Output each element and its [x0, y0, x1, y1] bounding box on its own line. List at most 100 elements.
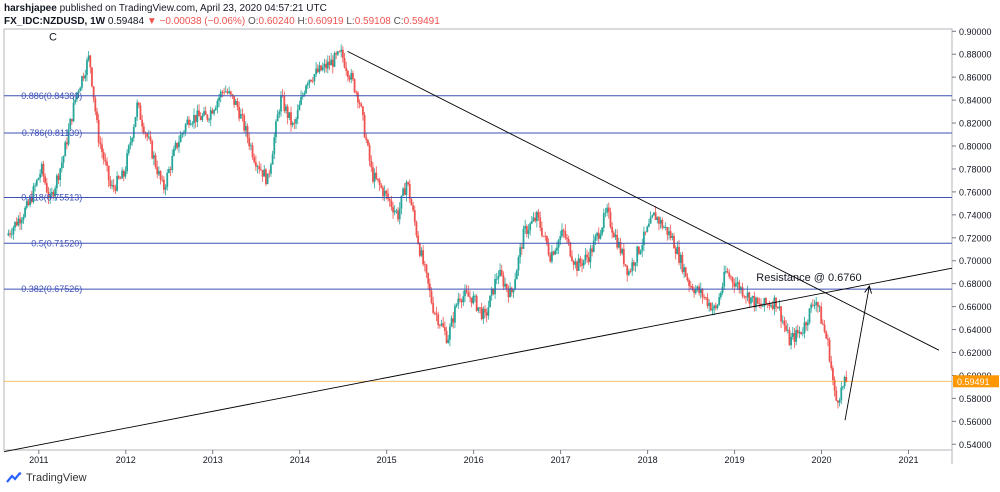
candle-body: [470, 297, 473, 304]
candle-body: [435, 313, 438, 315]
candle-body: [50, 192, 53, 195]
candle-body: [714, 305, 717, 308]
candle-body: [679, 254, 682, 263]
author-name[interactable]: harshjapee: [4, 3, 57, 14]
x-tick-label: 2011: [29, 455, 48, 465]
candle-body: [12, 227, 15, 235]
candle-body: [345, 67, 348, 72]
candle-body: [758, 303, 761, 305]
candle-body: [402, 188, 404, 196]
candle-body: [452, 318, 455, 323]
candle-body: [400, 195, 403, 209]
candle-body: [719, 292, 722, 298]
candle-body: [137, 102, 140, 106]
candle-body: [709, 303, 712, 311]
candle-body: [442, 323, 445, 328]
x-tick-label: 2013: [203, 455, 223, 465]
candle-body: [606, 207, 609, 213]
candle-body: [244, 126, 247, 131]
candle-body: [617, 241, 620, 248]
candle-body: [584, 254, 587, 261]
candle-body: [350, 73, 353, 80]
candle-body: [649, 217, 652, 224]
candle-body: [214, 107, 217, 111]
y-tick-label: 0.80000: [959, 142, 992, 152]
candle-body: [62, 156, 65, 163]
candle-body: [166, 172, 169, 187]
candle-body: [142, 126, 145, 133]
candle-body: [500, 269, 503, 276]
candle-body: [756, 297, 759, 304]
candle-body: [291, 122, 294, 125]
candle-body: [574, 261, 577, 265]
candle-body: [708, 303, 711, 307]
candle-body: [305, 85, 307, 94]
candle-body: [569, 242, 572, 257]
candle-body: [156, 166, 159, 175]
candle-body: [743, 296, 746, 297]
candle-body: [745, 296, 747, 298]
candle-body: [818, 306, 821, 308]
candle-body: [72, 102, 75, 122]
candle-body: [92, 86, 95, 99]
candle-body: [582, 260, 585, 266]
x-tick-label: 2014: [290, 455, 310, 465]
y-tick-label: 0.62000: [959, 348, 992, 358]
candle-body: [422, 250, 425, 265]
candle-body: [530, 221, 533, 224]
candle-body: [475, 295, 478, 311]
y-tick-label: 0.82000: [959, 119, 992, 129]
candle-body: [566, 237, 568, 239]
candle-body: [806, 322, 809, 326]
candle-body: [188, 119, 190, 125]
candle-body: [592, 240, 595, 252]
candle-body: [547, 244, 550, 255]
candle-body: [830, 361, 833, 369]
candle-body: [256, 166, 259, 168]
candle-body: [191, 122, 194, 125]
candle-body: [15, 221, 18, 226]
candle-body: [832, 368, 834, 380]
candle-body: [723, 271, 726, 287]
candle-body: [321, 66, 324, 71]
candle-body: [634, 262, 637, 266]
candle-body: [127, 145, 130, 154]
candle-body: [609, 212, 612, 227]
brand-name[interactable]: TradingView: [26, 472, 87, 484]
candle-body: [816, 302, 819, 307]
candle-body: [674, 248, 677, 254]
candle-body: [539, 217, 542, 228]
candle-body: [425, 264, 428, 273]
candle-body: [258, 166, 261, 170]
candle-body: [706, 297, 709, 307]
candle-body: [781, 320, 784, 322]
candle-body: [86, 60, 88, 75]
candle-body: [157, 171, 160, 175]
candle-body: [87, 55, 90, 61]
candle-body: [223, 91, 226, 93]
candle-body: [126, 153, 128, 172]
candle-body: [472, 295, 475, 304]
candle-body: [561, 229, 563, 237]
candle-body: [499, 269, 501, 277]
candle-body: [203, 111, 205, 116]
candle-body: [828, 339, 831, 362]
candle-body: [385, 190, 388, 194]
candle-body: [129, 142, 132, 146]
candle-body: [785, 325, 787, 331]
candle-body: [676, 246, 679, 254]
candle-body: [636, 246, 639, 263]
x-tick-label: 2012: [116, 455, 136, 465]
price-chart[interactable]: 0.90000 0.88000 0.86000 0.84000 0.82000 0.800…: [0, 0, 1000, 472]
y-tick-label: 0.90000: [959, 27, 992, 37]
candle-body: [112, 185, 115, 188]
candle-body: [193, 114, 195, 123]
candle-body: [351, 73, 354, 80]
candle-body: [216, 100, 219, 108]
candle-body: [551, 251, 553, 262]
candle-body: [542, 235, 545, 237]
candle-body: [69, 118, 72, 130]
candle-body: [266, 173, 269, 185]
candle-body: [803, 322, 806, 334]
candle-body: [840, 387, 843, 401]
